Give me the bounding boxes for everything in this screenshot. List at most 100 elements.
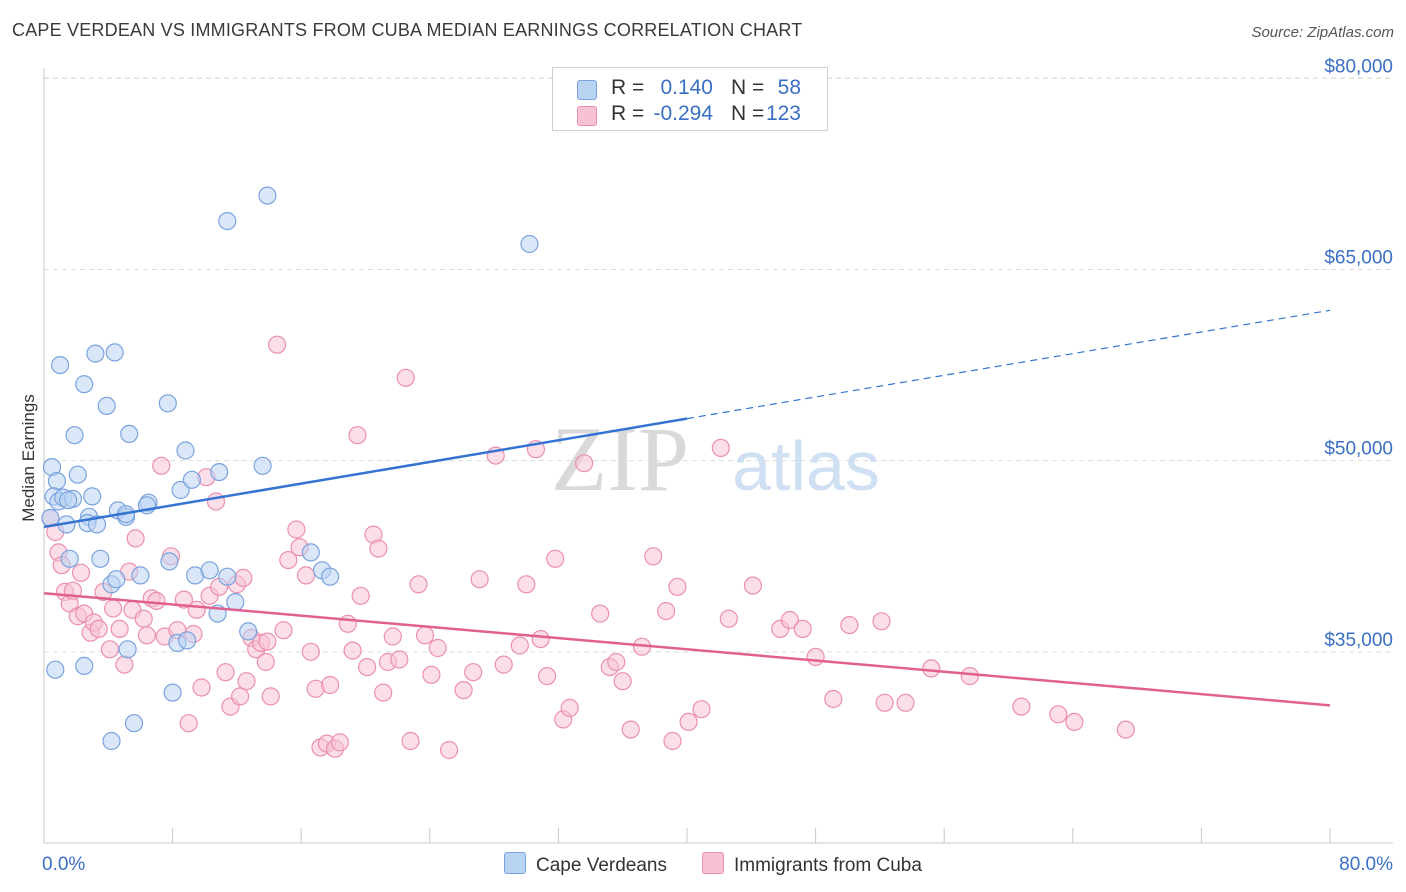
capeverdean-point-27	[131, 566, 150, 585]
cuba-point-117	[896, 693, 915, 712]
cuba-point-68	[369, 539, 388, 558]
capeverdean-point-42	[218, 567, 237, 586]
capeverdean-point-18	[97, 396, 116, 415]
cuba-point-112	[806, 647, 825, 667]
cuba-point-111	[793, 619, 812, 639]
y-tick-label-1: $50,000	[1324, 439, 1393, 460]
cuba-point-101	[656, 601, 676, 621]
cuba-point-82	[470, 570, 489, 589]
series-immigrants-from-cuba	[41, 335, 1135, 760]
capeverdean-point-15	[86, 344, 105, 363]
cuba-point-90	[546, 549, 565, 568]
cuba-point-48	[261, 687, 280, 706]
capeverdean-point-52	[46, 660, 65, 679]
cuba-point-64	[348, 426, 367, 445]
cuba-point-85	[510, 636, 529, 655]
capeverdean-point-41	[218, 212, 237, 231]
cuba-point-47	[256, 652, 275, 672]
capeverdean-point-20	[105, 343, 124, 362]
cuba-point-8	[71, 563, 91, 582]
cuba-point-96	[607, 652, 626, 672]
capeverdean-point-53	[75, 656, 94, 676]
bottom-legend-swatch-pink	[702, 852, 724, 874]
correlation-legend: R = 0.140 N = 58 R = -0.294 N = 123	[552, 67, 828, 131]
trend-lines	[43, 309, 1331, 707]
y-tick-label-0: $35,000	[1324, 630, 1393, 651]
chart-source: Source: ZipAtlas.com	[1251, 24, 1394, 41]
legend-r-label: R =	[611, 102, 645, 125]
cuba-point-71	[383, 627, 402, 646]
series-cape-verdeans	[41, 186, 539, 751]
cuba-point-110	[780, 610, 800, 630]
cuba-point-104	[679, 712, 698, 732]
capeverdean-point-31	[163, 683, 182, 702]
capeverdean-point-25	[120, 424, 139, 443]
cuba-point-65	[351, 586, 370, 605]
capeverdean-point-26	[124, 714, 144, 733]
cuba-point-118	[922, 659, 941, 678]
legend-swatch-pink	[577, 106, 597, 126]
cuba-point-16	[110, 619, 129, 639]
legend-n-label: N =	[731, 102, 765, 125]
capeverdean-point-51	[102, 731, 121, 751]
capeverdean-point-34	[176, 441, 195, 460]
trend-line-immigrants-from-cuba	[43, 591, 1331, 707]
cuba-point-97	[613, 672, 632, 691]
cuba-point-98	[621, 720, 640, 739]
capeverdean-point-14	[83, 487, 102, 506]
legend-row-cape-verdeans: R = 0.140 N = 58	[553, 76, 827, 102]
capeverdean-point-50	[520, 234, 539, 254]
chart-title: CAPE VERDEAN VS IMMIGRANTS FROM CUBA MED…	[12, 20, 803, 40]
cuba-point-66	[358, 657, 377, 677]
capeverdean-point-10	[68, 465, 87, 484]
cuba-point-81	[464, 663, 483, 682]
cuba-point-93	[574, 454, 594, 473]
cuba-point-59	[321, 675, 340, 695]
capeverdean-point-36	[182, 470, 201, 489]
cuba-point-88	[531, 629, 550, 649]
bottom-legend-label: Immigrants from Cuba	[734, 855, 922, 876]
tick-labels: $35,000 $50,000 $65,000 $80,000 0.0% 80.0%	[42, 56, 1393, 875]
cuba-point-50	[274, 621, 293, 640]
cuba-point-72	[390, 650, 409, 669]
bottom-legend-immigrants-from-cuba: Immigrants from Cuba	[702, 852, 922, 877]
cuba-point-22	[137, 626, 156, 645]
capeverdean-point-1	[47, 472, 67, 491]
axes	[43, 68, 1393, 844]
cuba-point-124	[258, 632, 277, 651]
cuba-point-73	[396, 368, 415, 387]
capeverdean-point-55	[58, 491, 78, 510]
capeverdean-point-8	[65, 426, 84, 445]
capeverdean-point-44	[239, 622, 258, 641]
capeverdean-point-2	[50, 356, 70, 375]
cuba-point-89	[537, 666, 557, 686]
cuba-point-17	[115, 655, 134, 674]
capeverdean-point-29	[160, 552, 179, 571]
cuba-point-106	[711, 438, 730, 457]
legend-r-value: -0.294	[653, 102, 713, 125]
capeverdean-point-40	[210, 463, 229, 482]
cuba-point-75	[409, 575, 428, 594]
trend-line-cape-verdeans	[43, 417, 688, 529]
capeverdean-point-24	[118, 640, 137, 659]
y-tick-label-3: $80,000	[1324, 56, 1393, 77]
bottom-legend-label: Cape Verdeans	[536, 855, 667, 876]
cuba-point-102	[663, 731, 682, 751]
grid-lines	[44, 77, 1393, 653]
trend-line-cape-verdeans-projection	[686, 309, 1331, 420]
cuba-point-62	[338, 614, 357, 633]
cuba-point-32	[187, 600, 206, 619]
cuba-point-20	[126, 529, 145, 548]
cuba-point-24	[147, 591, 166, 611]
cuba-point-100	[644, 547, 663, 566]
watermark-atlas: atlas	[732, 427, 880, 505]
cuba-point-12	[89, 619, 108, 639]
cuba-point-92	[560, 698, 579, 718]
x-tick-label-max: 80.0%	[1339, 854, 1393, 875]
cuba-point-108	[743, 576, 763, 595]
capeverdean-point-43	[226, 592, 245, 612]
cuba-point-76	[415, 626, 435, 645]
cuba-point-115	[872, 612, 891, 631]
capeverdean-point-17	[91, 549, 110, 568]
cuba-point-120	[1012, 697, 1031, 716]
